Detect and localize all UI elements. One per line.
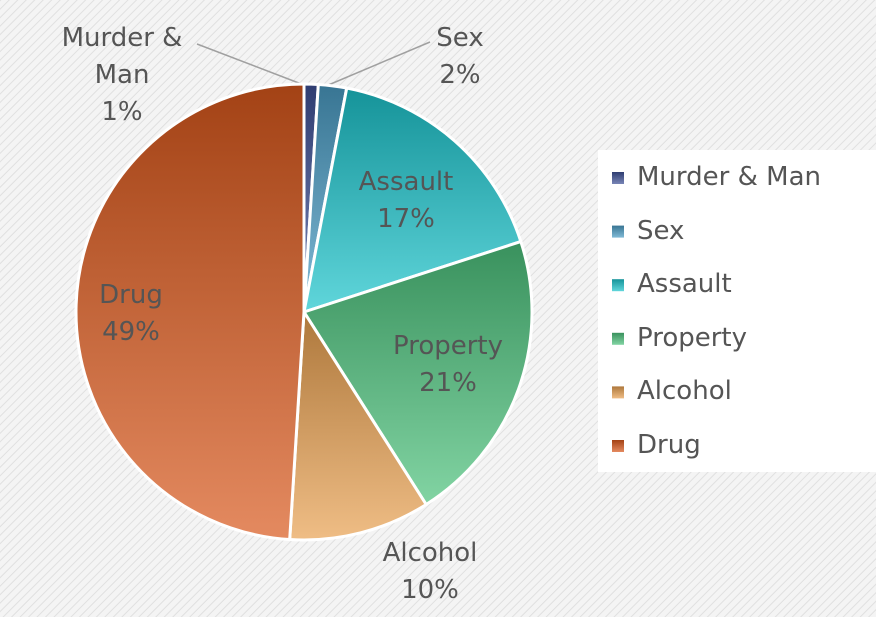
slice-category: Drug [99, 280, 163, 310]
leader-line [325, 41, 431, 87]
slice-category: Alcohol [382, 538, 478, 568]
data-label: Property 21% [368, 328, 528, 402]
data-label: Murder & Man 1% [52, 20, 192, 131]
slice-value: 2% [439, 60, 481, 90]
legend-swatch [612, 386, 624, 399]
legend-label: Assault [637, 269, 732, 300]
legend-label: Sex [637, 215, 685, 246]
pie-slice [301, 239, 534, 507]
data-label: Sex 2% [400, 20, 520, 94]
pie-slice [74, 82, 306, 542]
slice-category: Sex [436, 23, 484, 53]
legend-label: Property [637, 322, 748, 353]
slice-category: Property [392, 331, 504, 361]
data-label: Alcohol 10% [350, 535, 510, 609]
slice-category: Assault [358, 167, 454, 197]
leader-line [196, 43, 305, 86]
data-label: Assault 17% [336, 164, 476, 238]
legend-label: Drug [637, 430, 701, 460]
legend-swatch [612, 440, 624, 452]
slice-value: 10% [401, 575, 459, 605]
legend-label: Murder & Man [637, 162, 821, 192]
slice-value: 1% [101, 97, 143, 127]
legend-swatch [612, 172, 624, 184]
slice-value: 21% [419, 368, 477, 398]
legend-box [598, 150, 876, 472]
slice-value: 17% [377, 204, 435, 234]
legend-swatch [612, 332, 624, 345]
legend-swatch [612, 225, 624, 238]
slice-category: Murder & Man [61, 23, 183, 90]
pie-slice [288, 307, 429, 542]
slice-value: 49% [102, 317, 160, 347]
legend-swatch [612, 279, 624, 292]
pie-slice [302, 86, 523, 315]
legend-label: Alcohol [637, 376, 732, 407]
data-label: Drug 49% [71, 277, 191, 351]
